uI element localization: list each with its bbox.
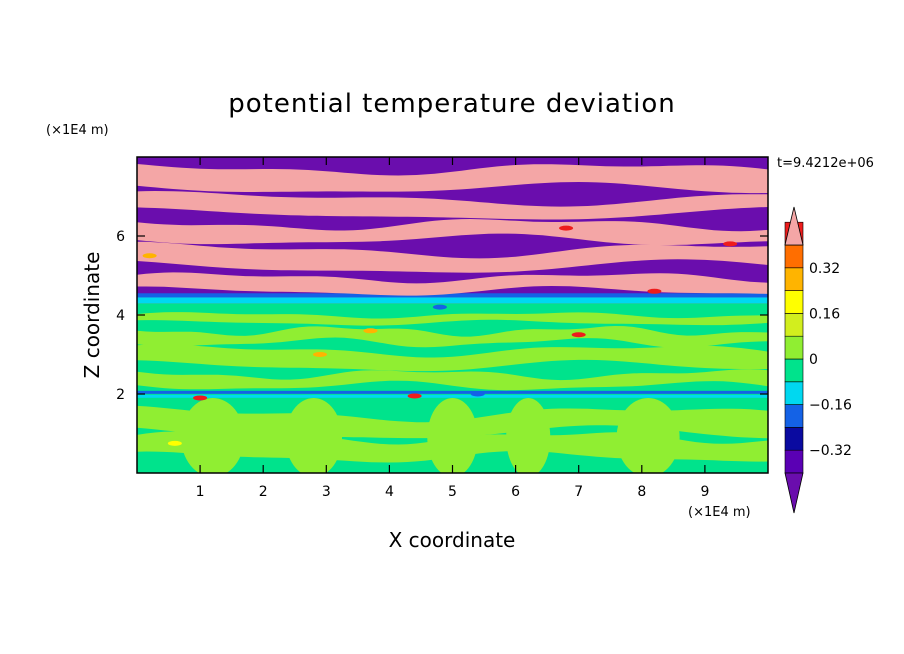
chart-title: potential temperature deviation: [228, 89, 675, 119]
field-lime-plume: [181, 397, 245, 473]
x-axis: 1 2 3 4 5 6 7 8 9: [196, 157, 709, 500]
colorbar-swatch: [784, 290, 804, 314]
field-pink-band: [137, 191, 768, 220]
field-pink-band: [137, 272, 768, 296]
field-lime-streak: [137, 369, 768, 391]
x-axis-label: X coordinate: [389, 528, 516, 552]
x-tick-label: 4: [385, 484, 394, 500]
colorbar-max-arrow: [784, 206, 804, 246]
colorbar: 0.32 0.16 0 −0.16 −0.32: [784, 206, 852, 514]
colorbar-tick-label: 0.32: [809, 261, 840, 277]
field-lime-streak: [137, 326, 768, 348]
field-spot: [559, 225, 574, 231]
field-lime-streak: [137, 344, 768, 372]
x-tick-label: 7: [574, 484, 583, 500]
colorbar-swatch: [784, 313, 804, 337]
colorbar-swatch: [784, 267, 804, 291]
x-tick-label: 2: [259, 484, 268, 500]
field-cyan-layer: [137, 394, 768, 398]
field-spot: [723, 241, 738, 247]
contour-field: [137, 157, 768, 473]
x-unit-label: (×1E4 m): [688, 505, 751, 520]
x-tick-label: 8: [637, 484, 646, 500]
colorbar-tick-label: −0.16: [809, 398, 852, 414]
field-spot: [647, 288, 662, 294]
colorbar-swatch: [784, 381, 804, 405]
colorbar-tick-label: −0.32: [809, 443, 852, 459]
y-axis-label: Z coordinate: [80, 252, 104, 379]
x-tick-label: 6: [511, 484, 520, 500]
y-axis: 2 4 6: [116, 229, 768, 403]
field-spot: [432, 304, 447, 310]
field-spot: [193, 395, 208, 401]
x-tick-label: 3: [322, 484, 331, 500]
field-cyan-interface: [137, 297, 768, 304]
field-pink-band: [137, 164, 768, 194]
y-unit-label: (×1E4 m): [46, 123, 109, 138]
y-tick-label: 4: [116, 308, 125, 324]
field-blue-interface: [137, 293, 768, 298]
field-lime-plume: [616, 397, 680, 473]
colorbar-min-arrow: [784, 472, 804, 514]
field-spot: [167, 440, 182, 446]
y-tick-label: 2: [116, 387, 125, 403]
x-tick-label: 9: [700, 484, 709, 500]
field-spot: [363, 328, 378, 334]
field-blue-layer: [137, 390, 768, 394]
colorbar-swatch: [784, 244, 804, 269]
colorbar-swatch: [784, 404, 804, 428]
x-tick-label: 1: [196, 484, 205, 500]
x-tick-label: 5: [448, 484, 457, 500]
colorbar-swatch: [784, 427, 804, 451]
y-tick-label: 6: [116, 229, 125, 245]
field-spot: [312, 352, 327, 357]
field-lime-plume: [506, 397, 551, 473]
field-spot: [407, 393, 422, 399]
colorbar-swatch: [784, 335, 804, 360]
colorbar-swatch: [784, 449, 804, 474]
field-lime-streak: [137, 312, 768, 326]
field-pink-band: [137, 219, 768, 246]
field-pink-band: [137, 241, 768, 273]
field-lime-plume: [427, 397, 478, 473]
field-spot: [142, 253, 157, 259]
colorbar-swatch: [784, 358, 804, 383]
field-lime-plume: [285, 397, 343, 473]
time-label: t=9.4212e+06: [777, 156, 874, 171]
field-spot: [470, 391, 485, 397]
field-spot: [571, 332, 586, 338]
colorbar-tick-label: 0.16: [809, 306, 840, 322]
colorbar-tick-label: 0: [809, 352, 818, 368]
